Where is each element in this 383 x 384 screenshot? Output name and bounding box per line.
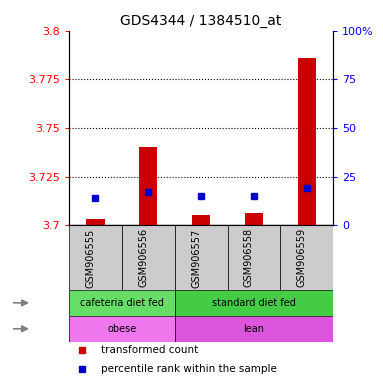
Bar bbox=[245, 214, 263, 225]
Bar bbox=[298, 58, 316, 225]
Text: percentile rank within the sample: percentile rank within the sample bbox=[101, 364, 277, 374]
Text: transformed count: transformed count bbox=[101, 345, 198, 356]
Text: cafeteria diet fed: cafeteria diet fed bbox=[80, 298, 164, 308]
Text: GSM906555: GSM906555 bbox=[85, 228, 95, 288]
Bar bbox=[175, 290, 333, 316]
Text: GSM906558: GSM906558 bbox=[244, 228, 254, 288]
Bar bbox=[86, 219, 105, 225]
Bar bbox=[192, 215, 210, 225]
Text: GSM906559: GSM906559 bbox=[297, 228, 307, 288]
Bar bbox=[228, 225, 280, 290]
Text: standard diet fed: standard diet fed bbox=[212, 298, 296, 308]
Bar bbox=[280, 225, 333, 290]
Bar bbox=[175, 225, 228, 290]
Title: GDS4344 / 1384510_at: GDS4344 / 1384510_at bbox=[120, 14, 282, 28]
Bar bbox=[139, 147, 157, 225]
Text: GSM906556: GSM906556 bbox=[138, 228, 148, 288]
Text: lean: lean bbox=[244, 324, 264, 334]
Bar bbox=[69, 225, 122, 290]
Bar bbox=[175, 316, 333, 342]
Bar bbox=[122, 225, 175, 290]
Bar bbox=[69, 316, 175, 342]
Bar bbox=[69, 290, 175, 316]
Text: GSM906557: GSM906557 bbox=[191, 228, 201, 288]
Text: obese: obese bbox=[107, 324, 136, 334]
